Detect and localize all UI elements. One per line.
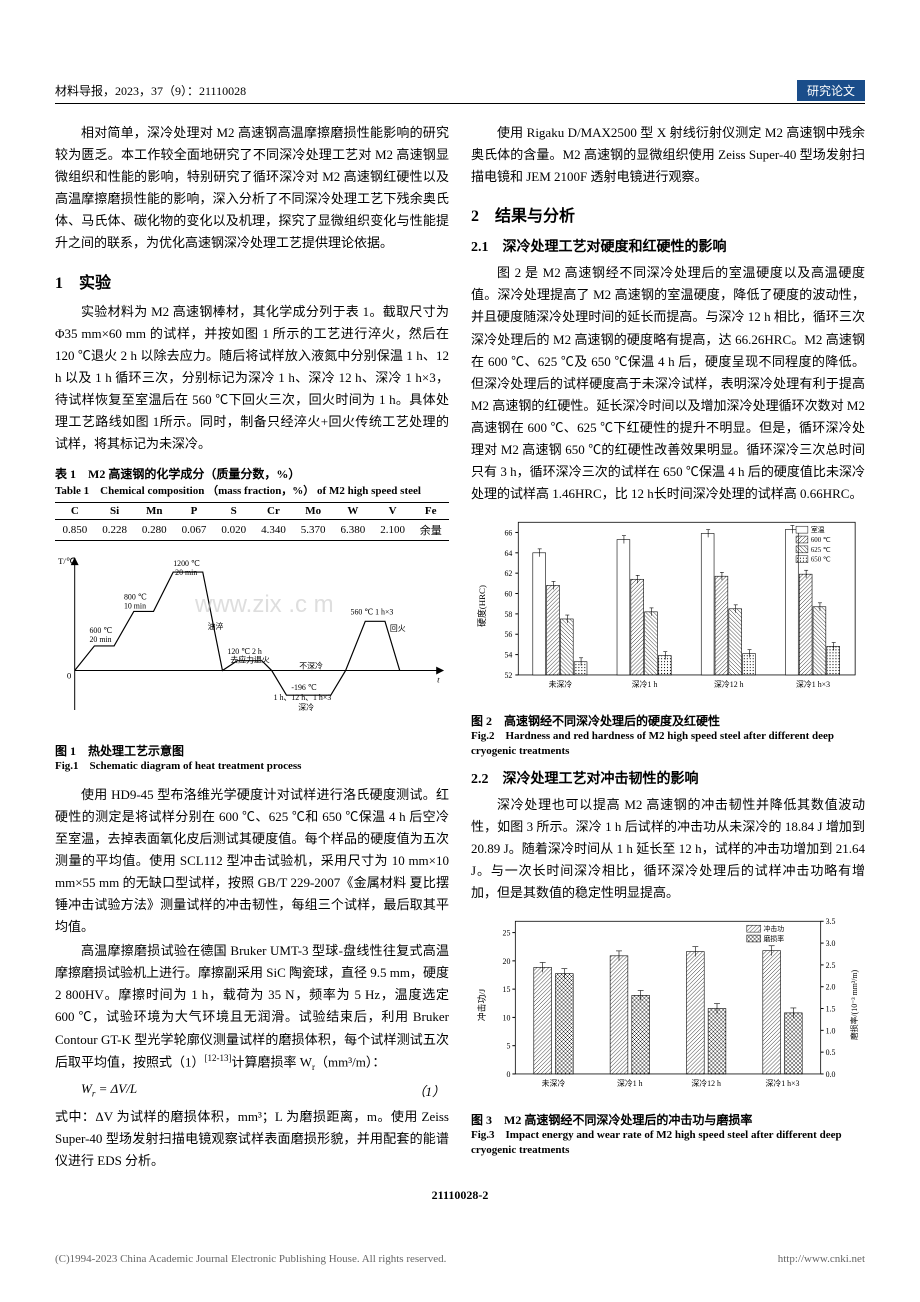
svg-text:未深冷: 未深冷 [549,679,573,689]
svg-text:10 min: 10 min [124,602,146,611]
right-column: 使用 Rigaku D/MAX2500 型 X 射线衍射仪测定 M2 高速钢中残… [471,122,865,1174]
svg-text:2.5: 2.5 [826,961,836,970]
sub21-p1: 图 2 是 M2 高速钢经不同深冷处理后的室温硬度以及高温硬度值。深冷处理提高了… [471,262,865,505]
svg-text:54: 54 [504,651,512,660]
svg-text:回火: 回火 [390,624,406,633]
header-citation: 材料导报，2023，37（9）：21110028 [55,82,246,99]
left-column: 相对简单，深冷处理对 M2 高速钢高温摩擦磨损性能影响的研究较为匮乏。本工作较全… [55,122,449,1174]
svg-text:10: 10 [503,1014,511,1023]
table1-caption-en: Table 1 Chemical composition （mass fract… [55,482,449,498]
svg-text:-196 ℃: -196 ℃ [291,683,316,692]
figure-3: 0 5 10 15 20 25 0.0 0.5 1.0 1.5 2.0 2.5 3.0 3.5 冲击功/J 磨… [471,910,865,1105]
svg-text:800 ℃: 800 ℃ [124,593,147,602]
svg-text:磨损率: 磨损率 [764,934,785,943]
svg-text:0.0: 0.0 [826,1070,836,1079]
svg-text:深冷1 h: 深冷1 h [632,679,658,689]
svg-text:硬度(HRC): 硬度(HRC) [476,585,487,627]
intro-paragraph: 相对简单，深冷处理对 M2 高速钢高温摩擦磨损性能影响的研究较为匮乏。本工作较全… [55,122,449,255]
svg-text:冲击功/J: 冲击功/J [476,989,487,1022]
svg-text:25: 25 [503,929,511,938]
svg-text:60: 60 [504,590,512,599]
equation-1: Wr = ΔV/L （1） [55,1081,449,1100]
svg-text:560 ℃ 1 h×3: 560 ℃ 1 h×3 [351,608,394,617]
svg-text:0: 0 [67,671,72,681]
page-number: 21110028-2 [55,1188,865,1203]
svg-text:不深冷: 不深冷 [299,661,323,671]
svg-text:625 ℃: 625 ℃ [811,547,831,554]
svg-text:室温: 室温 [811,525,825,534]
svg-text:66: 66 [504,529,512,538]
svg-text:深冷1 h: 深冷1 h [617,1078,643,1088]
svg-text:深冷12 h: 深冷12 h [714,679,744,689]
svg-text:3.0: 3.0 [826,939,836,948]
svg-text:深冷1 h×3: 深冷1 h×3 [766,1078,800,1088]
svg-text:0.5: 0.5 [826,1048,836,1057]
sec1-p4: 式中：ΔV 为试样的磨损体积，mm³；L 为磨损距离，m。使用 Zeiss Su… [55,1106,449,1172]
table1-caption-cn: 表 1 M2 高速钢的化学成分（质量分数，%） [55,465,449,482]
svg-text:未深冷: 未深冷 [542,1078,566,1088]
svg-text:深冷1 h×3: 深冷1 h×3 [796,679,830,689]
section-1-title: 1 实验 [55,269,449,293]
svg-text:磨损率/(10⁻³ mm³/m): 磨损率/(10⁻³ mm³/m) [849,970,859,1041]
figure-2: 52 54 56 58 60 62 64 66 硬度(HRC) 未深冷 深冷1 h 深冷12 h 深冷1… [471,511,865,706]
fig3-caption-cn: 图 3 M2 高速钢经不同深冷处理后的冲击功与磨损率 [471,1111,865,1128]
svg-text:15: 15 [503,985,511,994]
svg-text:600 ℃: 600 ℃ [89,626,112,635]
section-2-title: 2 结果与分析 [471,202,865,226]
svg-text:1200 ℃: 1200 ℃ [173,559,200,568]
svg-text:2.0: 2.0 [826,983,836,992]
page-header: 材料导报，2023，37（9）：21110028 研究论文 [55,80,865,104]
fig1-caption-cn: 图 1 热处理工艺示意图 [55,742,449,759]
svg-text:1.0: 1.0 [826,1027,836,1036]
figure-1: www.zix .c m T/℃ 0 t 600 ℃20 min 800 ℃10… [55,551,449,736]
footer-copyright: (C)1994-2023 China Academic Journal Elec… [55,1253,446,1265]
fig2-caption-cn: 图 2 高速钢经不同深冷处理后的硬度及红硬性 [471,712,865,729]
subsection-22-title: 2.2 深冷处理工艺对冲击韧性的影响 [471,768,865,788]
fig2-caption-en: Fig.2 Hardness and red hardness of M2 hi… [471,729,865,758]
fig3-caption-en: Fig.3 Impact energy and wear rate of M2 … [471,1128,865,1157]
svg-text:650 ℃: 650 ℃ [811,557,831,564]
svg-text:油淬: 油淬 [208,621,224,631]
svg-text:58: 58 [504,610,512,619]
sec1-p3: 高温摩擦磨损试验在德国 Bruker UMT-3 型球-盘线性往复式高温摩擦磨损… [55,940,449,1075]
svg-text:62: 62 [504,569,512,578]
svg-text:1.5: 1.5 [826,1005,836,1014]
page-footer: (C)1994-2023 China Academic Journal Elec… [0,1243,920,1275]
subsection-21-title: 2.1 深冷处理工艺对硬度和红硬性的影响 [471,236,865,256]
svg-text:去应力退火: 去应力退火 [230,655,269,665]
svg-text:5: 5 [506,1042,510,1051]
svg-text:1 h、12 h、1 h×3: 1 h、12 h、1 h×3 [274,693,332,702]
svg-text:3.5: 3.5 [826,918,836,927]
table1: CSiMnPSCrMoWVFe 0.8500.2280.2800.0670.02… [55,502,449,541]
sub22-p1: 深冷处理也可以提高 M2 高速钢的冲击韧性并降低其数值波动性，如图 3 所示。深… [471,794,865,904]
header-section-badge: 研究论文 [797,80,865,101]
svg-text:56: 56 [504,631,512,640]
svg-text:120 ℃ 2 h: 120 ℃ 2 h [227,647,262,656]
col2-top-p: 使用 Rigaku D/MAX2500 型 X 射线衍射仪测定 M2 高速钢中残… [471,122,865,188]
svg-text:20 min: 20 min [89,635,111,644]
fig1-caption-en: Fig.1 Schematic diagram of heat treatmen… [55,759,449,773]
svg-text:64: 64 [504,549,512,558]
svg-text:600 ℃: 600 ℃ [811,537,831,544]
svg-text:t: t [437,675,440,685]
svg-text:20 min: 20 min [175,568,197,577]
svg-text:52: 52 [504,671,512,680]
svg-text:深冷: 深冷 [298,702,314,712]
fig1-svg: T/℃ 0 t 600 ℃20 min 800 ℃10 min 1200 ℃20… [55,551,449,731]
svg-text:冲击功: 冲击功 [764,925,785,934]
svg-text:深冷12 h: 深冷12 h [691,1078,721,1088]
sec1-p2: 使用 HD9-45 型布洛维光学硬度计对试样进行洛氏硬度测试。红硬性的测定是将试… [55,784,449,939]
footer-url: http://www.cnki.net [778,1253,865,1265]
svg-text:T/℃: T/℃ [58,556,76,566]
svg-text:20: 20 [503,957,511,966]
svg-text:0: 0 [506,1070,510,1079]
sec1-p1: 实验材料为 M2 高速钢棒材，其化学成分列于表 1。截取尺寸为 Φ35 mm×6… [55,301,449,456]
